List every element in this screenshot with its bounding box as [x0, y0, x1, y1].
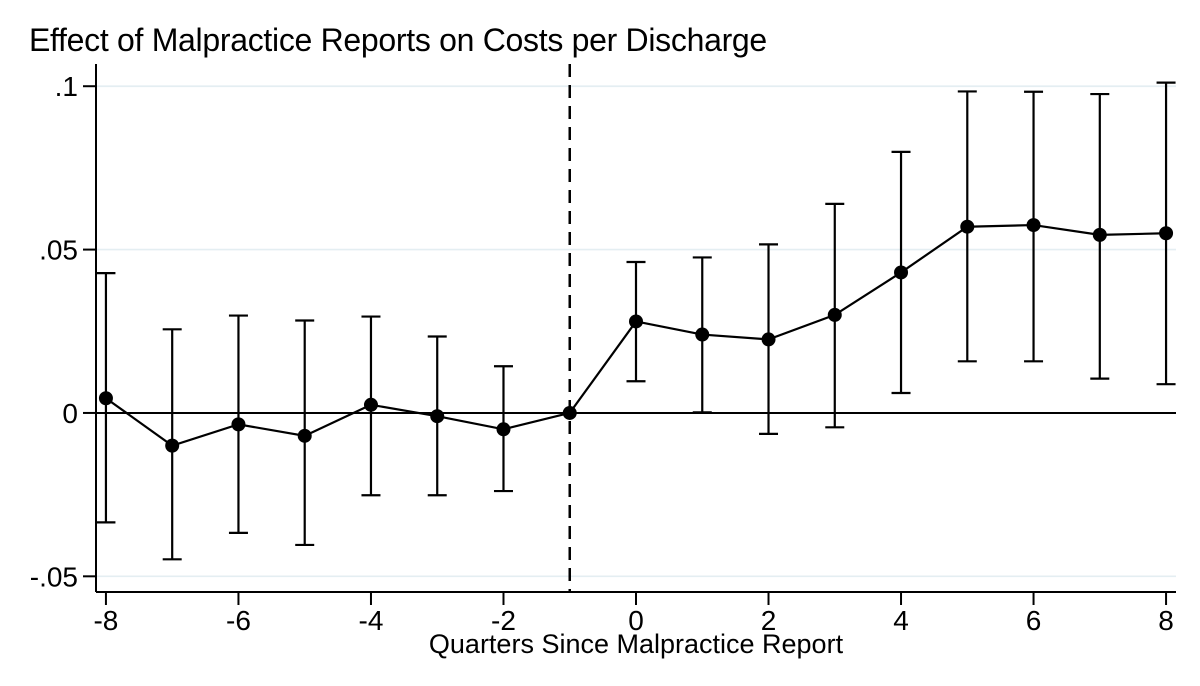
- x-tick-label: 2: [761, 605, 777, 636]
- data-point: [827, 307, 842, 322]
- data-point: [165, 438, 180, 453]
- data-point: [231, 417, 246, 432]
- data-point: [960, 219, 975, 234]
- x-tick-label: 4: [893, 605, 909, 636]
- x-tick-label: 0: [628, 605, 644, 636]
- data-point: [695, 327, 710, 342]
- data-point: [496, 422, 511, 437]
- chart-title: Effect of Malpractice Reports on Costs p…: [29, 22, 767, 58]
- y-tick-label: 0: [62, 398, 78, 429]
- data-point: [1092, 227, 1107, 242]
- data-point: [363, 397, 378, 412]
- data-point: [1026, 218, 1041, 233]
- y-tick-label: .05: [39, 235, 78, 266]
- data-point: [629, 314, 643, 329]
- x-tick-label: -4: [359, 605, 384, 636]
- data-point: [98, 391, 113, 406]
- data-point: [297, 428, 312, 443]
- data-point: [430, 409, 445, 424]
- x-axis-title: Quarters Since Malpractice Report: [428, 629, 844, 659]
- x-tick-label: 6: [1026, 605, 1042, 636]
- y-tick-label: .1: [55, 71, 78, 102]
- data-point: [562, 405, 577, 420]
- data-point: [761, 332, 776, 347]
- data-point: [894, 265, 909, 280]
- x-tick-label: 8: [1158, 605, 1174, 636]
- data-point: [1159, 226, 1174, 241]
- x-tick-label: -6: [226, 605, 251, 636]
- x-tick-label: -2: [491, 605, 516, 636]
- y-tick-label: -.05: [30, 561, 78, 592]
- x-tick-label: -8: [93, 605, 118, 636]
